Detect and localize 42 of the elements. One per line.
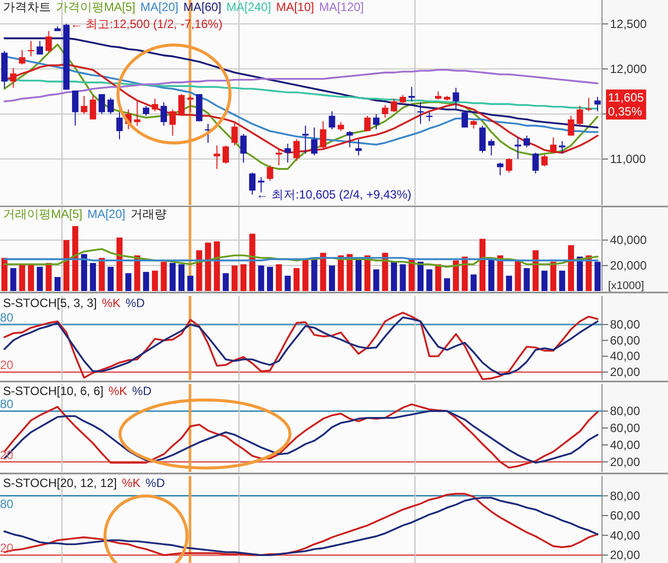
text: %K	[122, 476, 141, 490]
y-tick-label: 60,00	[610, 333, 640, 348]
y-tick-label: 80,00	[610, 318, 640, 332]
text: %D	[132, 384, 152, 398]
chart-title: S-STOCH[10, 6, 6]	[3, 384, 104, 398]
y-axis-title: [x1000]	[608, 280, 644, 292]
ref-line-label: 80	[0, 397, 14, 412]
y-tick-label: 20,00	[610, 454, 640, 469]
y-tick-label: 40,00	[610, 528, 640, 542]
chart-title: 가격차트	[3, 0, 51, 14]
y-tick-label: 20,00	[610, 548, 640, 562]
y-tick-label: 40,00	[610, 438, 640, 452]
chart-title: S-STOCH[20, 12, 12]	[3, 476, 117, 490]
y-tick-label: 80,00	[610, 488, 640, 503]
text: %D	[146, 476, 166, 490]
text: MA[20]	[87, 207, 126, 221]
y-tick-label: 20,000	[610, 258, 648, 273]
ref-line-label: 20	[0, 358, 14, 372]
text: %D	[126, 296, 146, 310]
chart-title: S-STOCH[5, 3, 3]	[3, 296, 97, 310]
text: MA[240]	[226, 0, 272, 14]
text: MA[20]	[140, 0, 178, 14]
annotation: ← 최저:10,605 (2/4, +9,43%)	[256, 188, 412, 202]
y-tick-label: 12,500	[610, 16, 648, 31]
y-tick-label: 40,00	[610, 349, 640, 364]
text: 거래이평MA[5]	[3, 207, 82, 221]
y-tick-label: 11,000	[610, 152, 646, 166]
text: MA[10]	[276, 0, 314, 14]
text: %K	[102, 296, 120, 310]
y-tick-label: 20,00	[610, 365, 640, 380]
y-tick-label: 80,00	[610, 404, 640, 418]
y-tick-label: 60,00	[610, 508, 640, 523]
text: MA[120]	[319, 0, 364, 14]
y-tick-label: 12,000	[610, 62, 648, 76]
ref-line-label: 80	[0, 496, 14, 511]
text: 11,605 0,35%	[608, 90, 644, 119]
y-tick-label: 40,000	[610, 233, 648, 248]
series-label: 거래량	[130, 207, 166, 221]
text: %K	[108, 384, 128, 398]
text: 가격이평MA[5]	[56, 0, 136, 14]
ref-line-label: 80	[0, 310, 14, 325]
y-tick-label: 60,00	[610, 421, 640, 435]
